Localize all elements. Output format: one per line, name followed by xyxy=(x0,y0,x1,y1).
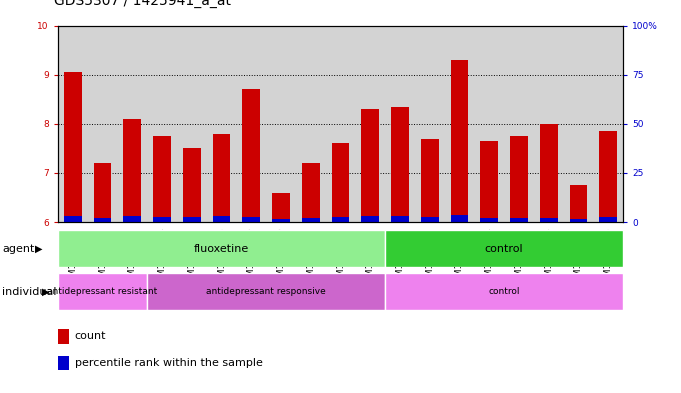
Bar xyxy=(391,216,409,222)
Bar xyxy=(421,217,439,222)
Bar xyxy=(391,107,409,222)
Text: fluoxetine: fluoxetine xyxy=(194,244,249,253)
Bar xyxy=(212,216,230,222)
Bar xyxy=(123,119,141,222)
Text: percentile rank within the sample: percentile rank within the sample xyxy=(75,358,263,368)
Bar xyxy=(64,216,82,222)
Bar xyxy=(153,136,171,222)
Bar xyxy=(93,218,112,222)
Bar xyxy=(599,217,617,222)
Bar xyxy=(421,138,439,222)
Bar xyxy=(480,218,498,222)
Text: individual: individual xyxy=(2,287,57,297)
Bar xyxy=(302,163,319,222)
Text: ▶: ▶ xyxy=(42,287,50,297)
Text: antidepressant resistant: antidepressant resistant xyxy=(48,287,157,296)
Text: ▶: ▶ xyxy=(35,244,43,253)
Bar xyxy=(58,329,69,344)
Bar xyxy=(480,141,498,222)
Bar xyxy=(93,163,112,222)
Bar xyxy=(153,217,171,222)
Bar xyxy=(64,72,82,222)
Bar xyxy=(451,215,469,222)
Bar xyxy=(510,136,528,222)
Bar xyxy=(569,185,588,222)
Bar xyxy=(362,216,379,222)
Bar xyxy=(332,143,349,222)
Bar xyxy=(123,216,141,222)
Bar xyxy=(510,218,528,222)
Text: count: count xyxy=(75,331,106,342)
Bar xyxy=(212,134,230,222)
Bar xyxy=(147,273,385,310)
Bar xyxy=(242,90,260,222)
Bar xyxy=(272,219,290,222)
Bar xyxy=(58,230,385,267)
Bar xyxy=(183,217,201,222)
Bar xyxy=(183,148,201,222)
Bar xyxy=(242,217,260,222)
Bar xyxy=(58,356,69,371)
Bar xyxy=(362,109,379,222)
Text: control: control xyxy=(485,244,524,253)
Bar xyxy=(599,131,617,222)
Bar xyxy=(540,124,558,222)
Text: GDS5307 / 1425941_a_at: GDS5307 / 1425941_a_at xyxy=(54,0,232,8)
Bar xyxy=(540,218,558,222)
Text: control: control xyxy=(488,287,520,296)
Text: agent: agent xyxy=(2,244,35,253)
Bar xyxy=(569,219,588,222)
Bar xyxy=(385,230,623,267)
Bar xyxy=(302,218,319,222)
Bar xyxy=(385,273,623,310)
Bar xyxy=(58,273,147,310)
Bar xyxy=(451,60,469,222)
Text: antidepressant responsive: antidepressant responsive xyxy=(206,287,326,296)
Bar xyxy=(272,193,290,222)
Bar xyxy=(332,217,349,222)
